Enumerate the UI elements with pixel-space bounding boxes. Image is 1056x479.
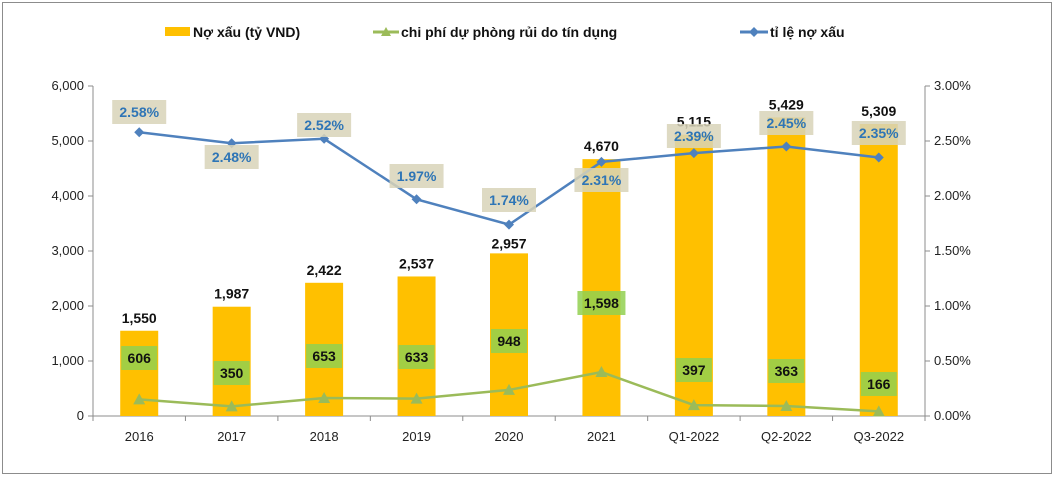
x-axis-tick-label: Q1-2022 bbox=[669, 429, 720, 444]
legend-label-bar: Nợ xấu (tỷ VND) bbox=[193, 24, 300, 40]
green-data-label: 653 bbox=[312, 348, 336, 364]
bar-data-label: 2,422 bbox=[307, 262, 342, 278]
bar-data-label: 5,429 bbox=[769, 96, 804, 112]
blue-label-box bbox=[297, 113, 352, 137]
x-axis-tick-label: 2017 bbox=[217, 429, 246, 444]
green-data-label: 606 bbox=[128, 350, 152, 366]
right-axis-tick-label: 2.00% bbox=[934, 188, 971, 203]
green-data-label: 350 bbox=[220, 365, 244, 381]
blue-label-box bbox=[574, 168, 629, 192]
bar-data-label: 2,537 bbox=[399, 255, 434, 271]
blue-label-box bbox=[112, 100, 167, 124]
point-chi-phi-du-phong bbox=[872, 405, 885, 417]
point-ti-le-no-xau bbox=[688, 148, 699, 159]
legend-triangle-icon bbox=[381, 27, 391, 36]
legend-label-green: chi phí dự phòng rủi do tín dụng bbox=[401, 24, 617, 40]
point-chi-phi-du-phong bbox=[595, 366, 608, 378]
right-axis-tick-label: 1.00% bbox=[934, 298, 971, 313]
green-data-label: 948 bbox=[497, 333, 521, 349]
bar-data-label: 2,957 bbox=[491, 236, 526, 252]
legend-diamond-icon bbox=[749, 27, 759, 37]
x-axis-tick-label: Q2-2022 bbox=[761, 429, 812, 444]
right-axis-tick-label: 2.50% bbox=[934, 133, 971, 148]
green-label-box bbox=[860, 372, 897, 396]
right-axis-tick-label: 1.50% bbox=[934, 243, 971, 258]
green-label-box bbox=[398, 345, 435, 369]
blue-label-box bbox=[389, 164, 444, 188]
point-ti-le-no-xau bbox=[873, 152, 884, 163]
bar-data-label: 5,309 bbox=[861, 103, 896, 119]
left-axis-tick-label: 1,000 bbox=[51, 353, 84, 368]
green-label-box bbox=[213, 361, 250, 385]
blue-label-box bbox=[482, 188, 536, 212]
green-label-box bbox=[121, 346, 158, 370]
x-axis-tick-label: 2019 bbox=[402, 429, 431, 444]
x-axis-tick-label: 2016 bbox=[125, 429, 154, 444]
green-label-box bbox=[491, 329, 527, 353]
left-axis-tick-label: 2,000 bbox=[51, 298, 84, 313]
right-axis-tick-label: 3.00% bbox=[934, 78, 971, 93]
legend-label-blue: tỉ lệ nợ xấu bbox=[770, 24, 845, 40]
blue-label-box bbox=[759, 111, 814, 135]
green-data-label: 166 bbox=[867, 376, 891, 392]
x-axis-tick-label: Q3-2022 bbox=[853, 429, 904, 444]
point-ti-le-no-xau bbox=[781, 141, 792, 152]
blue-data-label: 2.58% bbox=[119, 104, 159, 120]
right-axis-tick-label: 0.50% bbox=[934, 353, 971, 368]
point-chi-phi-du-phong bbox=[318, 392, 331, 404]
blue-data-label: 1.97% bbox=[397, 168, 437, 184]
blue-data-label: 2.52% bbox=[304, 117, 344, 133]
point-chi-phi-du-phong bbox=[780, 400, 793, 412]
blue-data-label: 2.39% bbox=[674, 128, 714, 144]
x-axis-tick-label: 2020 bbox=[495, 429, 524, 444]
blue-data-label: 1.74% bbox=[489, 192, 529, 208]
blue-label-box bbox=[851, 121, 906, 145]
bar-data-label: 4,670 bbox=[584, 138, 619, 154]
green-data-label: 1,598 bbox=[584, 295, 619, 311]
blue-data-label: 2.35% bbox=[859, 125, 899, 141]
green-data-label: 363 bbox=[775, 363, 799, 379]
blue-label-box bbox=[666, 124, 721, 148]
left-axis-tick-label: 3,000 bbox=[51, 243, 84, 258]
point-chi-phi-du-phong bbox=[410, 392, 423, 404]
point-chi-phi-du-phong bbox=[687, 399, 700, 411]
green-label-box bbox=[768, 359, 805, 383]
left-axis-tick-label: 0 bbox=[77, 408, 84, 423]
blue-label-box bbox=[204, 145, 259, 169]
green-label-box bbox=[675, 358, 712, 382]
x-axis-tick-label: 2018 bbox=[310, 429, 339, 444]
point-ti-le-no-xau bbox=[134, 127, 145, 138]
blue-data-label: 2.45% bbox=[766, 115, 806, 131]
legend-swatch-bar bbox=[165, 27, 190, 36]
bar-data-label: 1,550 bbox=[122, 310, 157, 326]
green-data-label: 633 bbox=[405, 349, 429, 365]
bar-data-label: 1,987 bbox=[214, 286, 249, 302]
left-axis-tick-label: 5,000 bbox=[51, 133, 84, 148]
blue-data-label: 2.48% bbox=[212, 149, 252, 165]
blue-data-label: 2.31% bbox=[582, 172, 622, 188]
point-chi-phi-du-phong bbox=[503, 383, 515, 395]
point-ti-le-no-xau bbox=[504, 219, 514, 230]
green-label-box bbox=[306, 344, 343, 368]
left-axis-tick-label: 6,000 bbox=[51, 78, 84, 93]
point-ti-le-no-xau bbox=[411, 194, 422, 205]
green-label-box bbox=[577, 291, 626, 315]
point-chi-phi-du-phong bbox=[225, 400, 238, 412]
point-ti-le-no-xau bbox=[596, 156, 607, 167]
x-axis-tick-label: 2021 bbox=[587, 429, 616, 444]
green-data-label: 397 bbox=[682, 362, 706, 378]
bar-no-xau bbox=[859, 124, 898, 416]
left-axis-tick-label: 4,000 bbox=[51, 188, 84, 203]
right-axis-tick-label: 0.00% bbox=[934, 408, 971, 423]
point-chi-phi-du-phong bbox=[133, 393, 146, 405]
